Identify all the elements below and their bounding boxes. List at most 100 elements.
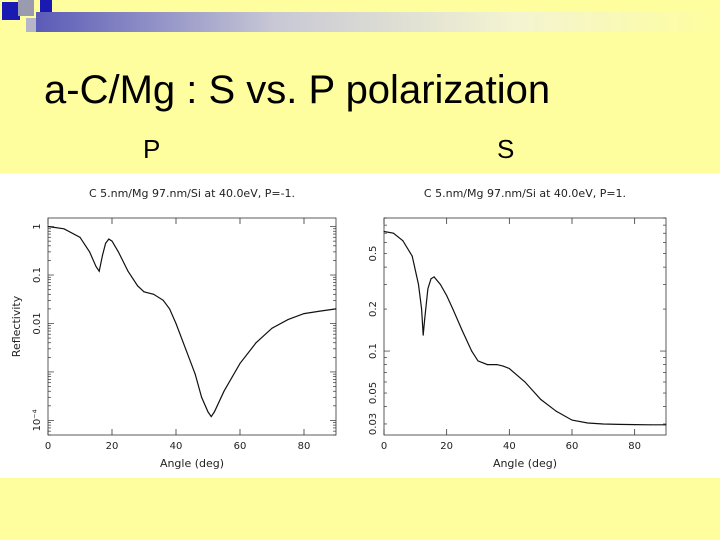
y-axis-label: Reflectivity: [358, 295, 359, 357]
data-point: [89, 251, 91, 253]
data-point: [383, 231, 385, 232]
deco-square-blue: [2, 2, 20, 20]
data-point: [422, 334, 424, 336]
data-point: [143, 291, 145, 293]
data-point: [571, 419, 573, 421]
y-tick-label: 0.03: [368, 413, 379, 435]
data-point: [402, 240, 404, 242]
data-point: [433, 276, 435, 278]
data-point: [524, 381, 526, 383]
data-point: [287, 319, 289, 321]
y-tick-label: 0.1: [32, 267, 43, 283]
x-tick-label: 20: [440, 441, 453, 452]
data-point: [508, 368, 510, 369]
y-tick-label: 10⁻⁴: [32, 409, 43, 431]
x-tick-label: 80: [628, 441, 641, 452]
data-point: [303, 313, 305, 315]
plot-frame: [383, 217, 667, 436]
data-point: [602, 423, 604, 425]
data-point: [319, 310, 321, 312]
chart-title: C 5.nm/Mg 97.nm/Si at 40.0eV, P=-1.: [89, 187, 295, 200]
s-polarization-label: S: [497, 134, 515, 164]
x-tick-label: 60: [566, 441, 579, 452]
data-point: [105, 242, 107, 244]
data-point: [540, 398, 542, 400]
x-tick-label: 60: [234, 441, 247, 452]
data-point: [111, 240, 113, 242]
data-point: [210, 416, 212, 418]
data-point: [427, 288, 429, 290]
data-point: [137, 285, 139, 287]
data-point: [471, 350, 473, 352]
data-point: [392, 232, 394, 234]
data-point: [665, 424, 667, 426]
data-point: [271, 327, 273, 329]
x-tick-label: 0: [45, 441, 51, 452]
y-tick-label: 0.1: [368, 343, 379, 359]
deco-square-gray: [18, 0, 34, 16]
data-point: [461, 330, 463, 332]
decorative-header: [0, 0, 720, 42]
data-point: [618, 423, 620, 425]
gradient-stripe: [36, 12, 720, 32]
deco-square-navy: [40, 0, 52, 12]
x-tick-label: 40: [170, 441, 183, 452]
data-point: [335, 308, 337, 310]
data-point: [555, 410, 557, 412]
data-point: [79, 236, 81, 238]
data-point: [213, 411, 215, 413]
s-reflectivity-chart: C 5.nm/Mg 97.nm/Si at 40.0eV, P=1. 0 20 40 6…: [358, 187, 667, 470]
reflectivity-line: [383, 230, 666, 426]
y-tick-label: 0.2: [368, 301, 379, 317]
y-axis-label: Reflectivity: [10, 295, 23, 357]
data-point: [486, 364, 488, 366]
y-tick-label: 0.05: [368, 382, 379, 404]
x-tick-label: 80: [298, 441, 311, 452]
x-axis-label: Angle (deg): [160, 457, 224, 470]
data-point: [634, 424, 636, 426]
slide-title: a-C/Mg : S vs. P polarization: [44, 68, 551, 112]
data-point: [185, 348, 187, 350]
data-point: [239, 362, 241, 364]
p-polarization-label: P: [143, 134, 161, 164]
plot-frame: [47, 217, 337, 436]
data-point: [201, 396, 203, 398]
data-point: [175, 323, 177, 324]
data-point: [587, 422, 589, 424]
data-point: [98, 270, 100, 272]
data-point: [446, 295, 448, 297]
data-point: [162, 299, 164, 301]
p-reflectivity-chart: C 5.nm/Mg 97.nm/Si at 40.0eV, P=-1. 0 20 40…: [10, 187, 337, 470]
y-tick-label: 0.5: [368, 246, 379, 262]
data-point: [411, 255, 413, 257]
data-point: [223, 390, 225, 392]
x-tick-label: 40: [503, 441, 516, 452]
chart-title: C 5.nm/Mg 97.nm/Si at 40.0eV, P=1.: [424, 187, 626, 200]
data-point: [169, 308, 171, 310]
data-point: [117, 251, 119, 253]
data-point: [95, 266, 97, 267]
data-point: [649, 424, 651, 426]
y-tick-label: 0.01: [32, 312, 43, 334]
reflectivity-line: [47, 225, 337, 418]
data-point: [153, 293, 155, 295]
data-point: [47, 226, 49, 227]
data-point: [502, 365, 504, 367]
data-point: [421, 308, 423, 310]
data-point: [418, 284, 419, 285]
data-point: [496, 364, 498, 366]
x-axis-label: Angle (deg): [493, 457, 557, 470]
data-point: [108, 238, 110, 240]
data-point: [439, 284, 441, 285]
x-tick-label: 20: [106, 441, 119, 452]
data-point: [255, 342, 257, 344]
data-point: [101, 255, 103, 257]
data-point: [430, 278, 432, 280]
data-point: [452, 308, 454, 310]
data-point: [127, 270, 129, 272]
data-point: [207, 411, 209, 413]
data-point: [477, 360, 479, 362]
y-tick-label: 1: [32, 223, 43, 229]
plots-panel: C 5.nm/Mg 97.nm/Si at 40.0eV, P=-1. 0 20 40…: [0, 173, 720, 478]
data-point: [63, 228, 65, 230]
